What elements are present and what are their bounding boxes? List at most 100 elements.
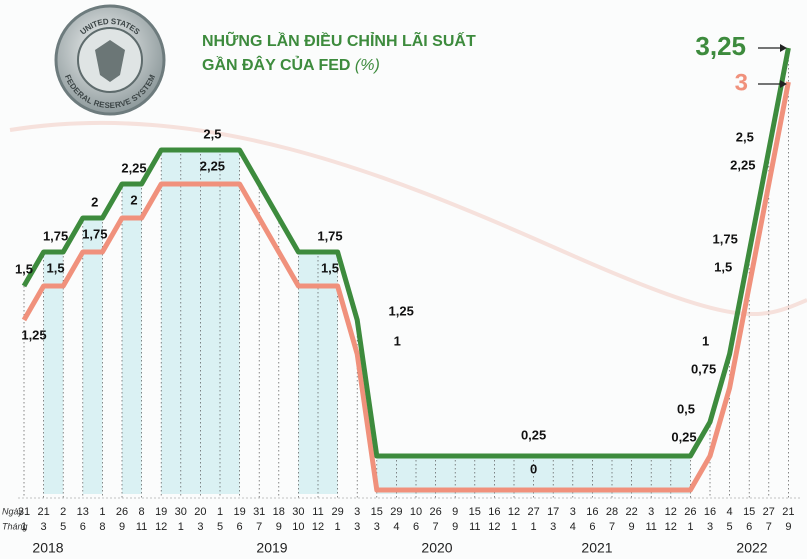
value-label: 1,5 [714,259,732,274]
row-label: Tháng [2,521,28,531]
shade-band [82,218,103,494]
x-month-label: 6 [80,521,86,533]
x-day-label: 21 [37,506,49,518]
x-day-label: 1 [99,506,105,518]
value-label: 0 [530,461,537,476]
unit: (%) [355,57,380,74]
value-label: 2,25 [730,157,755,172]
x-month-label: 11 [469,521,480,533]
x-day-label: 19 [233,506,245,518]
value-label: 1,5 [47,260,65,275]
x-day-label: 16 [704,506,716,518]
value-label: 0,75 [691,361,716,376]
shade-band [612,456,632,494]
x-day-label: 29 [331,506,343,518]
row-label: Ngày [2,506,24,516]
subtitle-text: GẦN ĐÂY CỦA FED [202,55,350,74]
x-month-label: 3 [197,521,203,533]
x-month-label: 11 [645,521,656,533]
value-label: 1,75 [317,228,342,243]
rate-line [21,47,791,459]
x-day-label: 10 [410,506,422,518]
x-month-label: 6 [589,521,595,533]
x-day-label: 12 [508,506,520,518]
x-day-label: 26 [429,506,441,518]
x-day-label: 29 [390,506,402,518]
x-month-label: 9 [785,521,791,533]
x-month-label: 1 [178,521,184,533]
x-day-label: 3 [570,506,576,518]
x-day-label: 12 [665,506,677,518]
value-label: 3,25 [695,31,746,61]
x-day-label: 22 [625,506,637,518]
year-label: 2022 [736,540,767,556]
shade-band [592,456,612,494]
x-month-label: 1 [21,521,27,533]
x-month-label: 3 [41,521,47,533]
x-day-label: 11 [312,506,323,518]
x-day-label: 4 [727,506,733,518]
bands [43,150,691,494]
shade-band [651,456,671,494]
rate-line [21,81,791,493]
shade-band [514,456,534,494]
label-arrow-head [780,80,787,88]
x-month-label: 4 [393,521,399,533]
x-day-label: 27 [763,506,775,518]
value-label: 2 [91,194,98,209]
x-day-label: 15 [371,506,383,518]
x-month-label: 5 [60,521,66,533]
shade-band [43,252,64,494]
x-day-label: 17 [547,506,559,518]
value-label: 1,25 [389,303,414,318]
x-month-label: 1 [531,521,537,533]
x-month-label: 8 [99,521,105,533]
x-month-label: 12 [488,521,500,533]
x-month-label: 1 [335,521,341,533]
value-label: 2 [130,192,137,207]
value-label: 2,25 [121,160,146,175]
x-month-label: 5 [727,521,733,533]
x-day-label: 2 [60,506,66,518]
value-label: 1 [394,333,401,348]
shade-band [435,456,456,494]
x-day-label: 9 [452,506,458,518]
x-month-label: 11 [136,521,147,533]
shade-band [200,150,220,494]
x-month-label: 6 [237,521,243,533]
x-month-label: 7 [609,521,615,533]
x-month-label: 6 [413,521,419,533]
x-day-label: 20 [194,506,206,518]
x-month-label: 7 [256,521,262,533]
shade-band [533,456,554,494]
shade-band [670,456,691,494]
x-month-label: 3 [374,521,380,533]
x-day-label: 28 [606,506,618,518]
shade-band [416,456,436,494]
x-day-label: 3 [648,506,654,518]
x-day-label: 26 [684,506,696,518]
x-month-label: 3 [354,521,360,533]
x-month-label: 6 [746,521,752,533]
x-day-label: 21 [782,506,794,518]
x-day-label: 15 [469,506,481,518]
shade-band [376,456,397,494]
value-label: 3 [735,69,748,96]
x-day-label: 31 [253,506,265,518]
x-month-label: 3 [550,521,556,533]
chart-subtitle: GẦN ĐÂY CỦA FED (%) [202,55,380,74]
x-month-label: 9 [276,521,282,533]
x-day-label: 1 [217,506,223,518]
value-label: 1,25 [21,327,46,342]
shade-band [631,456,652,494]
year-label: 2020 [421,540,452,556]
decor-curve [9,120,807,317]
x-month-label: 3 [707,521,713,533]
shade-band [298,252,318,494]
x-month-label: 9 [452,521,458,533]
x-day-label: 19 [155,506,167,518]
x-day-label: 16 [586,506,598,518]
value-label: 2,5 [203,126,221,141]
x-day-label: 3 [354,506,360,518]
